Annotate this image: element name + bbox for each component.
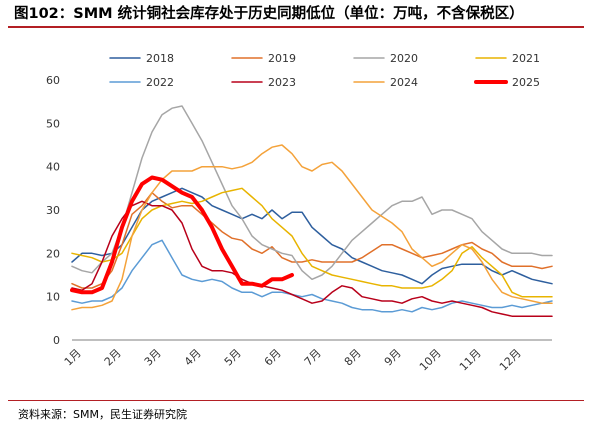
x-tick-label: 7月	[302, 347, 324, 369]
x-tick-label: 3月	[142, 347, 164, 369]
legend-label-2025: 2025	[512, 76, 540, 89]
x-tick-label: 11月	[457, 347, 484, 374]
x-tick-label: 12月	[497, 347, 524, 374]
x-tick-label: 4月	[182, 347, 204, 369]
series-line-2018	[71, 187, 553, 285]
legend-label-2023: 2023	[268, 76, 296, 89]
legend-label-2020: 2020	[390, 52, 418, 65]
chart-legend: 2018 2019 2020 2021 2022 2023 2024 2025	[109, 52, 540, 89]
legend-label-2019: 2019	[268, 52, 296, 65]
source-rule	[8, 400, 584, 401]
figure-title: 图102：SMM 统计铜社会库存处于历史同期低位（单位：万吨，不含保税区）	[14, 6, 524, 22]
series-line-2021	[71, 187, 553, 298]
y-tick-label: 30	[46, 204, 60, 217]
y-tick-label: 60	[46, 74, 60, 87]
source-note: 资料来源：SMM，民生证券研究院	[18, 408, 187, 421]
title-underline	[8, 26, 584, 28]
series-line-2020	[71, 105, 553, 281]
x-tick-label: 9月	[382, 347, 404, 369]
series-line-2023	[71, 200, 553, 317]
x-tick-label: 2月	[102, 347, 124, 369]
x-tick-label: 6月	[262, 347, 284, 369]
y-tick-label: 0	[53, 334, 60, 347]
x-tick-label: 8月	[342, 347, 364, 369]
series-line-2024	[71, 144, 553, 311]
x-tick-label: 5月	[222, 347, 244, 369]
y-tick-label: 10	[46, 291, 60, 304]
x-tick-label: 1月	[62, 347, 84, 369]
series-line-2022	[71, 239, 553, 313]
legend-label-2018: 2018	[146, 52, 174, 65]
y-tick-label: 40	[46, 161, 60, 174]
inventory-line-chart: 2018 2019 2020 2021 2022 2023 2024 2025 0 10 20 30…	[46, 52, 553, 374]
legend-label-2024: 2024	[390, 76, 418, 89]
y-axis-ticks: 0 10 20 30 40 50 60	[46, 74, 60, 347]
x-tick-label: 10月	[417, 347, 444, 374]
y-tick-label: 20	[46, 247, 60, 260]
legend-label-2021: 2021	[512, 52, 540, 65]
y-tick-label: 50	[46, 117, 60, 130]
x-axis: 1月 2月 3月 4月 5月 6月 7月 8月 9月 10月 11月 12月	[62, 339, 552, 374]
series-line-2025	[70, 175, 294, 295]
series-lines	[70, 105, 553, 317]
legend-label-2022: 2022	[146, 76, 174, 89]
